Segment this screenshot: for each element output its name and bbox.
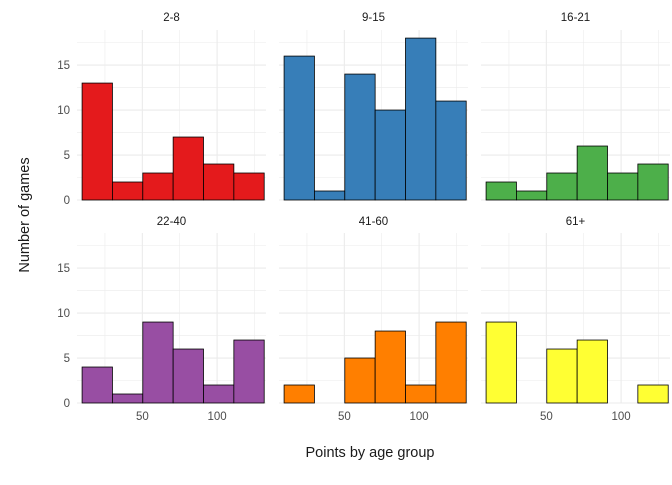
facet-panel-16-21: 16-21 xyxy=(481,12,670,201)
y-tick-label: 5 xyxy=(64,353,70,365)
x-axis-title: Points by age group xyxy=(306,445,435,461)
histogram-bar xyxy=(203,384,235,404)
facet-label: 61+ xyxy=(566,216,586,228)
histogram-bar xyxy=(435,100,467,201)
histogram-bar xyxy=(314,190,346,201)
histogram-bar xyxy=(485,181,517,201)
histogram-bar xyxy=(283,55,315,201)
histogram-bar xyxy=(142,172,174,201)
facet-label: 41-60 xyxy=(359,216,388,228)
x-tick-label: 50 xyxy=(136,411,149,423)
facet-label: 22-40 xyxy=(157,216,186,228)
histogram-bar xyxy=(576,339,608,404)
x-tick-label: 100 xyxy=(208,411,227,423)
histogram-bar xyxy=(203,163,235,201)
histogram-bar xyxy=(344,357,376,404)
facet-panel-61+: 61+ 50 100 xyxy=(481,216,670,423)
histogram-bar xyxy=(233,339,265,404)
y-tick-label: 10 xyxy=(57,308,70,320)
facet-panel-9-15: 9-15 xyxy=(279,12,468,201)
facet-label: 9-15 xyxy=(362,12,385,24)
facet-label: 2-8 xyxy=(163,12,180,24)
histogram-bar xyxy=(81,366,113,404)
y-tick-label: 15 xyxy=(57,263,70,275)
y-tick-label: 0 xyxy=(64,398,70,410)
histogram-bar xyxy=(607,172,639,201)
facet-label: 16-21 xyxy=(561,12,590,24)
histogram-bar xyxy=(405,384,437,404)
facet-panel-2-8: 2-8 0 5 10 15 xyxy=(57,12,266,207)
facet-panels: 2-8 0 5 10 15 9-15 16-21 22-40 0 5 10 15 50 100 41-60 5… xyxy=(57,12,670,423)
x-tick-label: 100 xyxy=(612,411,631,423)
histogram-bar xyxy=(172,348,204,404)
histogram-bar xyxy=(405,37,437,201)
histogram-bar xyxy=(637,163,669,201)
histogram-bar xyxy=(81,82,113,201)
histogram-bar xyxy=(283,384,315,404)
histogram-bar xyxy=(344,73,376,201)
histogram-bar xyxy=(374,109,406,201)
facet-panel-22-40: 22-40 0 5 10 15 50 100 xyxy=(57,216,266,423)
histogram-bar xyxy=(172,136,204,201)
y-tick-label: 5 xyxy=(64,150,70,162)
x-tick-label: 50 xyxy=(338,411,351,423)
histogram-bar xyxy=(112,181,144,201)
histogram-bar xyxy=(374,330,406,404)
histogram-bar xyxy=(576,145,608,201)
histogram-bar xyxy=(546,172,578,201)
y-tick-label: 10 xyxy=(57,105,70,117)
y-axis-title: Number of games xyxy=(17,157,33,272)
x-tick-label: 100 xyxy=(410,411,429,423)
histogram-bar xyxy=(233,172,265,201)
histogram-bar xyxy=(516,190,548,201)
y-tick-label: 0 xyxy=(64,195,70,207)
histogram-bar xyxy=(435,321,467,404)
x-tick-label: 50 xyxy=(540,411,553,423)
histogram-bar xyxy=(637,384,669,404)
histogram-bar xyxy=(112,393,144,404)
histogram-bar xyxy=(546,348,578,404)
histogram-bar xyxy=(485,321,517,404)
facet-panel-41-60: 41-60 50 100 xyxy=(279,216,468,423)
y-tick-label: 15 xyxy=(57,60,70,72)
histogram-bar xyxy=(142,321,174,404)
